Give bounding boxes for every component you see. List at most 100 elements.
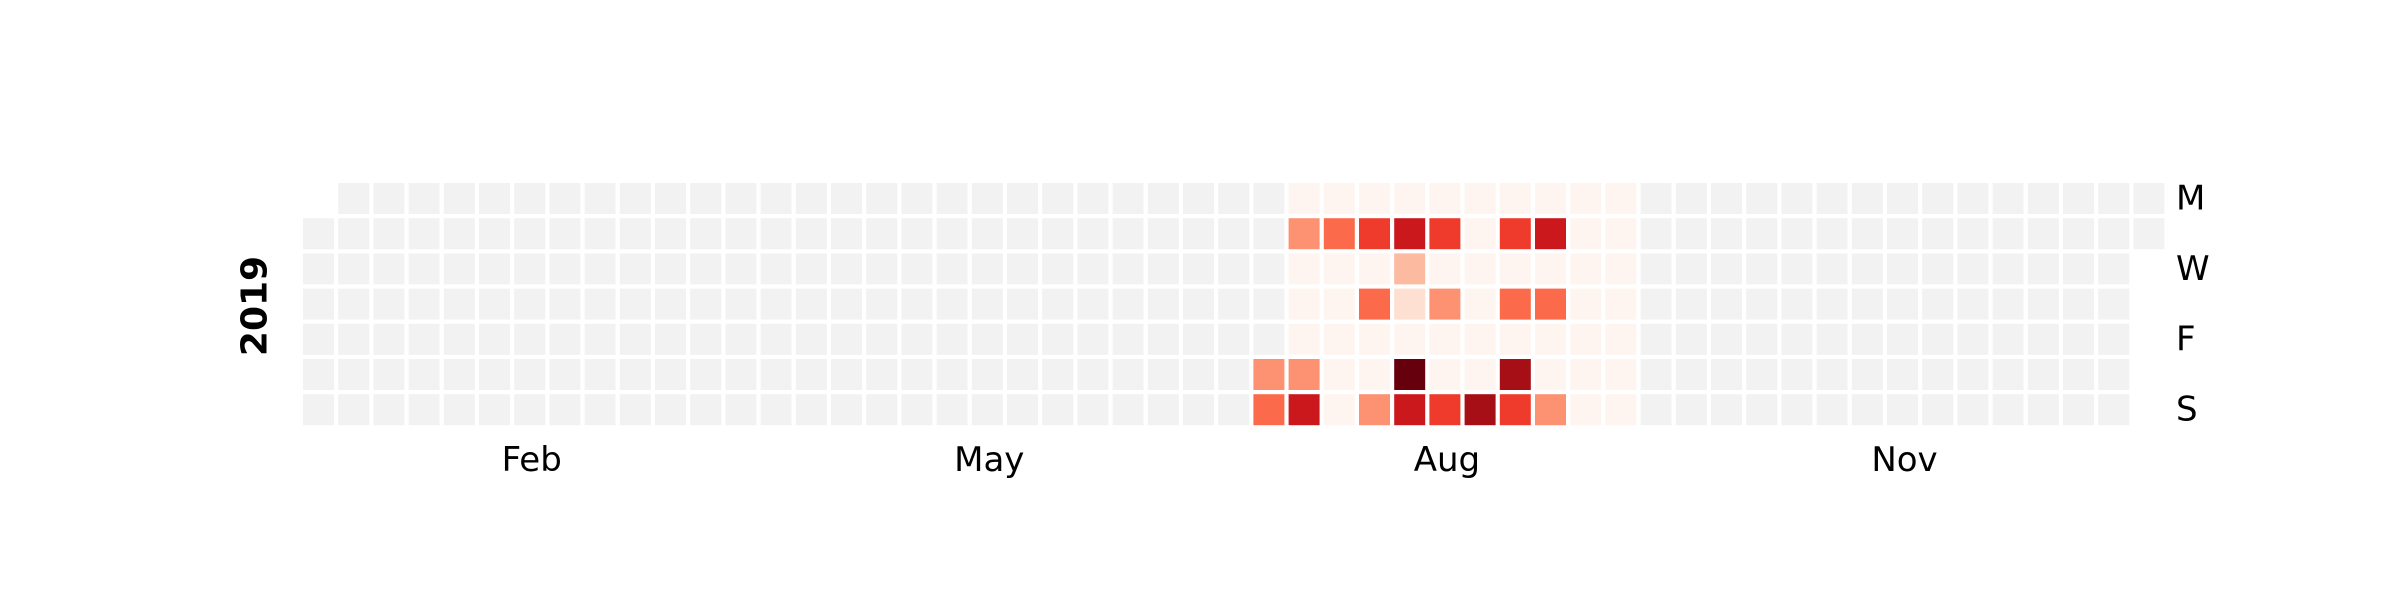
heatmap-cell — [866, 359, 898, 390]
heatmap-cell — [1288, 359, 1320, 390]
heatmap-cell — [1147, 183, 1179, 214]
heatmap-cell — [1711, 288, 1742, 320]
heatmap-cell — [831, 359, 862, 390]
heatmap-cell — [619, 359, 651, 390]
heatmap-cell — [1253, 359, 1285, 390]
heatmap-cell — [936, 323, 968, 355]
heatmap-cell — [1605, 288, 1637, 320]
heatmap-cell — [1746, 183, 1778, 214]
heatmap-cell — [1147, 253, 1179, 285]
heatmap-cell — [584, 359, 616, 390]
heatmap-cell — [303, 359, 334, 390]
heatmap-cell — [1218, 183, 1250, 214]
heatmap-cell — [373, 323, 405, 355]
heatmap-cell — [1711, 253, 1742, 285]
heatmap-cell — [479, 253, 510, 285]
heatmap-cell — [1077, 394, 1109, 426]
heatmap-cell — [479, 359, 510, 390]
heatmap-cell — [1535, 183, 1566, 214]
heatmap-cell — [2027, 359, 2059, 390]
heatmap-cell — [1429, 288, 1461, 320]
heatmap-cell — [1464, 183, 1496, 214]
heatmap-cell — [1112, 183, 1144, 214]
heatmap-cell — [584, 218, 616, 250]
heatmap-cell — [1288, 323, 1320, 355]
day-label: W — [2176, 249, 2210, 289]
heatmap-cell — [1640, 183, 1672, 214]
heatmap-cell — [1112, 218, 1144, 250]
heatmap-cell — [1253, 323, 1285, 355]
heatmap-cell — [655, 253, 686, 285]
heatmap-cell — [1359, 253, 1390, 285]
heatmap-cell — [2027, 394, 2059, 426]
heatmap-cell — [1359, 359, 1390, 390]
heatmap-cell — [1464, 323, 1496, 355]
heatmap-cell — [1570, 323, 1602, 355]
heatmap-cell — [584, 288, 616, 320]
heatmap-cell — [1499, 183, 1531, 214]
heatmap-cell — [1675, 253, 1707, 285]
heatmap-cell — [1781, 323, 1813, 355]
heatmap-cell — [2063, 288, 2094, 320]
heatmap-cell — [1570, 183, 1602, 214]
heatmap-cell — [795, 394, 827, 426]
heatmap-cell — [373, 218, 405, 250]
heatmap-cell — [514, 323, 546, 355]
heatmap-cell — [1042, 183, 1074, 214]
day-label: M — [2176, 179, 2205, 219]
heatmap-cell — [514, 183, 546, 214]
heatmap-cell — [1077, 218, 1109, 250]
heatmap-cell — [1007, 359, 1038, 390]
heatmap-cell — [2098, 394, 2130, 426]
heatmap-cell — [1535, 394, 1566, 426]
heatmap-cell — [1077, 359, 1109, 390]
heatmap-cell — [1183, 394, 1214, 426]
heatmap-cell — [1323, 183, 1355, 214]
heatmap-cell — [831, 394, 862, 426]
heatmap-cell — [831, 183, 862, 214]
heatmap-cell — [1746, 359, 1778, 390]
heatmap-cell — [1535, 359, 1566, 390]
heatmap-cell — [1675, 288, 1707, 320]
heatmap-cell — [1147, 323, 1179, 355]
heatmap-cell — [901, 218, 933, 250]
heatmap-cell — [971, 288, 1003, 320]
heatmap-cell — [1218, 253, 1250, 285]
heatmap-cell — [1323, 253, 1355, 285]
heatmap-cell — [1992, 183, 2024, 214]
heatmap-cell — [760, 288, 792, 320]
heatmap-cell — [1394, 288, 1426, 320]
heatmap-cell — [1851, 359, 1883, 390]
heatmap-cell — [2098, 253, 2130, 285]
heatmap-cell — [1323, 394, 1355, 426]
heatmap-cell — [1887, 359, 1918, 390]
heatmap-cell — [1675, 183, 1707, 214]
heatmap-cell — [1183, 183, 1214, 214]
heatmap-cell — [1640, 323, 1672, 355]
heatmap-cell — [901, 394, 933, 426]
heatmap-cell — [1288, 288, 1320, 320]
heatmap-cell — [1887, 253, 1918, 285]
heatmap-cell — [1781, 218, 1813, 250]
heatmap-cell — [1394, 253, 1426, 285]
heatmap-cell — [1640, 288, 1672, 320]
heatmap-cell — [690, 394, 722, 426]
heatmap-cell — [725, 253, 757, 285]
heatmap-cell — [725, 288, 757, 320]
heatmap-cell — [1781, 288, 1813, 320]
heatmap-cell — [479, 183, 510, 214]
heatmap-cell — [549, 183, 581, 214]
heatmap-cell — [1570, 394, 1602, 426]
heatmap-cell — [1851, 183, 1883, 214]
heatmap-cell — [1957, 288, 1989, 320]
heatmap-cell — [1640, 359, 1672, 390]
heatmap-cell — [2027, 218, 2059, 250]
heatmap-cell — [1640, 394, 1672, 426]
heatmap-cell — [1781, 253, 1813, 285]
heatmap-cell — [408, 183, 440, 214]
heatmap-cell — [1112, 323, 1144, 355]
heatmap-cell — [1675, 323, 1707, 355]
heatmap-cell — [1323, 323, 1355, 355]
heatmap-cell — [1183, 253, 1214, 285]
